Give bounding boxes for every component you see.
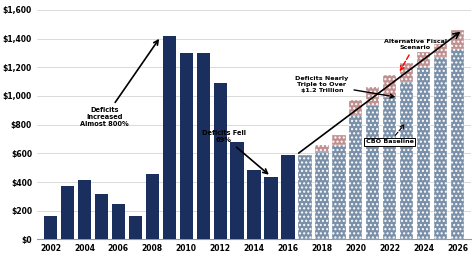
Bar: [400, 82, 413, 239]
Bar: [163, 36, 176, 239]
Bar: [95, 194, 108, 239]
Bar: [197, 53, 210, 239]
Bar: [315, 145, 328, 152]
Bar: [247, 170, 261, 239]
Bar: [298, 155, 311, 239]
Bar: [332, 135, 346, 145]
Text: Deficits Nearly
Triple to Over
$1.2 Trillion: Deficits Nearly Triple to Over $1.2 Tril…: [295, 76, 394, 98]
Bar: [349, 100, 363, 115]
Bar: [451, 49, 464, 239]
Bar: [434, 44, 447, 57]
Bar: [230, 142, 244, 239]
Bar: [146, 174, 159, 239]
Bar: [44, 216, 57, 239]
Bar: [112, 204, 125, 239]
Text: Deficits
Increased
Almost 800%: Deficits Increased Almost 800%: [81, 40, 158, 127]
Bar: [366, 105, 379, 239]
Bar: [434, 57, 447, 239]
Bar: [383, 98, 396, 239]
Bar: [366, 87, 379, 105]
Bar: [400, 63, 413, 82]
Bar: [417, 51, 430, 67]
Bar: [282, 155, 295, 239]
Bar: [332, 145, 346, 239]
Text: Deficits Fell
69%: Deficits Fell 69%: [201, 130, 267, 174]
Bar: [383, 75, 396, 98]
Bar: [180, 53, 193, 239]
Bar: [417, 67, 430, 239]
Bar: [315, 152, 328, 239]
Bar: [213, 83, 227, 239]
Bar: [128, 216, 142, 239]
Bar: [78, 180, 91, 239]
Bar: [349, 115, 363, 239]
Text: CBO Baseline: CBO Baseline: [366, 125, 414, 144]
Text: Alternative Fiscal
Scenario: Alternative Fiscal Scenario: [383, 39, 447, 70]
Bar: [451, 30, 464, 49]
Bar: [61, 186, 74, 239]
Bar: [264, 177, 278, 239]
